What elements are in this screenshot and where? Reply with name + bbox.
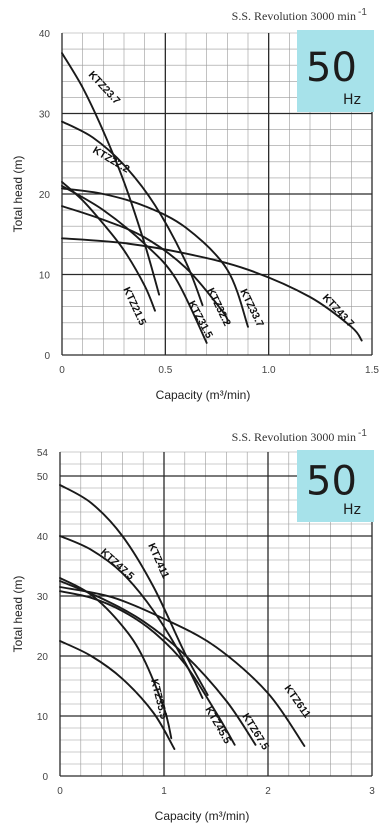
- y-tick-label: 0: [44, 351, 50, 362]
- x-tick-label: 1.0: [262, 365, 276, 376]
- curve-label: KTZ23.7: [86, 69, 123, 107]
- x-axis-title: Capacity (m³/min): [156, 388, 251, 402]
- pump-curve: [61, 52, 161, 296]
- revolution-title: S.S. Revolution 3000 min: [232, 430, 356, 444]
- pump-curve: [59, 640, 176, 750]
- curve-label: KTZ21.5: [120, 285, 148, 327]
- pump-curve: [59, 586, 306, 747]
- y-tick-label: 30: [37, 592, 49, 603]
- major-grid: [59, 452, 373, 777]
- curve-label: KTZ47.5: [98, 546, 137, 582]
- x-tick-label: 0: [59, 365, 65, 376]
- y-tick-label: 50: [37, 472, 49, 483]
- curve-label: KTZ31.5: [185, 299, 215, 341]
- frequency-value: 50: [306, 45, 357, 91]
- pump-curve: [61, 120, 204, 307]
- y-tick-label: 54: [37, 448, 49, 459]
- frequency-unit: Hz: [343, 502, 361, 518]
- y-tick-label: 10: [37, 712, 49, 723]
- y-axis-title: Total head (m): [11, 576, 25, 653]
- x-tick-label: 2: [265, 786, 271, 797]
- y-tick-label: 20: [37, 652, 49, 663]
- curve-label: KTZ611: [282, 683, 313, 721]
- curves: [61, 52, 363, 344]
- curves: [59, 484, 306, 750]
- y-tick-label: 40: [37, 532, 49, 543]
- frequency-value: 50: [306, 459, 357, 505]
- pump-curve: [61, 187, 249, 328]
- frequency-badge: [297, 30, 374, 112]
- revolution-unit-exponent: -1: [358, 7, 367, 18]
- pump-curve: [61, 205, 229, 324]
- x-tick-label: 1: [161, 786, 167, 797]
- y-tick-label: 30: [39, 110, 51, 121]
- pump-curve: [61, 237, 363, 342]
- curve-label: KTZ411: [145, 541, 171, 580]
- x-tick-label: 1.5: [365, 365, 379, 376]
- pump-curve: [61, 180, 156, 312]
- x-tick-label: 0.5: [158, 365, 172, 376]
- y-axis-title: Total head (m): [11, 156, 25, 233]
- x-axis-title: Capacity (m³/min): [155, 809, 250, 823]
- revolution-unit-exponent: -1: [358, 428, 367, 439]
- pump-curve: [59, 580, 257, 746]
- x-tick-label: 0: [57, 786, 63, 797]
- curve-label: KTZ67.5: [239, 711, 271, 752]
- pump-curve: [61, 184, 208, 344]
- frequency-unit: Hz: [343, 92, 361, 108]
- frequency-badge: [297, 450, 374, 522]
- pump-curve: [59, 590, 236, 746]
- y-tick-label: 40: [39, 29, 51, 40]
- curve-label: KTZ35.5: [148, 678, 170, 721]
- y-tick-label: 20: [39, 190, 51, 201]
- revolution-title: S.S. Revolution 3000 min: [232, 9, 356, 23]
- y-tick-label: 0: [42, 772, 48, 783]
- major-grid: [61, 33, 373, 356]
- x-tick-label: 3: [369, 786, 375, 797]
- y-tick-label: 10: [39, 271, 51, 282]
